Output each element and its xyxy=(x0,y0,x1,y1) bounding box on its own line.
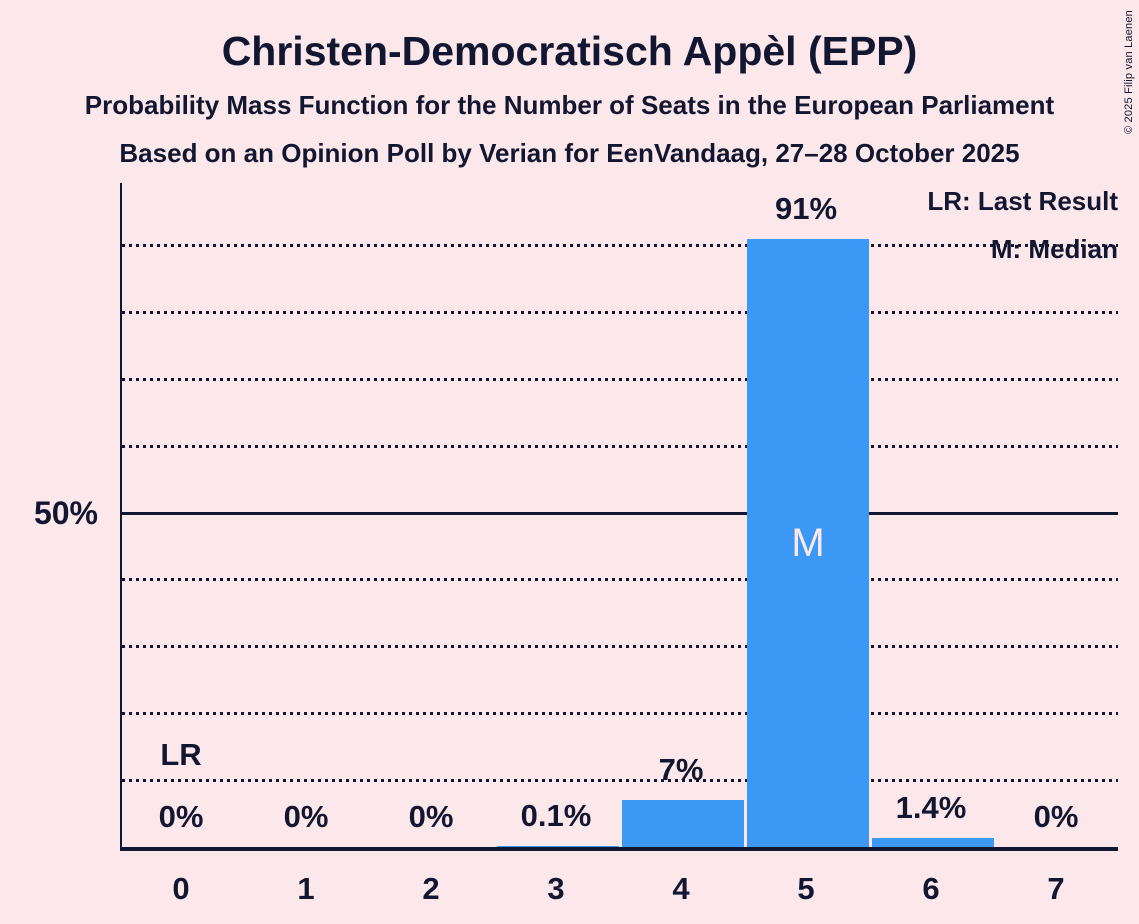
value-label-seats-6: 1.4% xyxy=(895,789,967,825)
x-tick-label-1: 1 xyxy=(297,871,315,906)
x-tick-label-3: 3 xyxy=(547,871,565,906)
bar-seats-4 xyxy=(622,800,744,847)
last-result-marker: LR xyxy=(160,737,202,772)
value-label-seats-7: 0% xyxy=(1033,799,1079,834)
value-label-seats-5: 91% xyxy=(774,191,838,227)
gridline-50-percent-solid xyxy=(122,511,1118,515)
bar-seats-5: M xyxy=(747,239,869,847)
x-tick-label-5: 5 xyxy=(797,871,815,906)
gridline-70-percent xyxy=(122,377,1118,381)
bar-seats-3 xyxy=(497,846,619,847)
legend-last-result: LR: Last Result xyxy=(927,186,1118,216)
gridline-30-percent xyxy=(122,645,1118,649)
x-tick-label-6: 6 xyxy=(922,871,940,906)
value-label-seats-0: 0% xyxy=(158,799,204,834)
median-marker: M xyxy=(791,520,825,565)
x-tick-label-7: 7 xyxy=(1047,871,1065,906)
y-axis-50-percent-label: 50% xyxy=(33,495,98,531)
x-tick-label-2: 2 xyxy=(422,871,440,906)
gridline-10-percent xyxy=(122,778,1118,782)
copyright-note: © 2025 Filip van Laenen xyxy=(1123,10,1135,135)
gridline-60-percent xyxy=(122,444,1118,448)
gridline-40-percent xyxy=(122,578,1118,582)
legend-median: M: Median xyxy=(990,234,1118,264)
chart-subtitle-2: Based on an Opinion Poll by Verian for E… xyxy=(119,138,1020,168)
x-tick-label-0: 0 xyxy=(172,871,190,906)
plot-area: 0% 0 0% 1 0% 2 0.1% 3 7% 4 M 91% 5 1.4% 6 0% 7 LR xyxy=(120,183,1118,906)
gridline-80-percent xyxy=(122,311,1118,315)
chart-subtitle-1: Probability Mass Function for the Number… xyxy=(84,90,1055,120)
bar-seats-6 xyxy=(872,837,994,847)
value-label-seats-3: 0.1% xyxy=(520,798,592,834)
value-label-seats-2: 0% xyxy=(408,799,454,834)
chart-title: Christen-Democratisch Appèl (EPP) xyxy=(221,28,918,74)
gridline-90-percent xyxy=(122,244,1118,248)
value-label-seats-1: 0% xyxy=(283,799,329,834)
gridline-20-percent xyxy=(122,711,1118,715)
x-tick-label-4: 4 xyxy=(672,871,690,906)
value-label-seats-4: 7% xyxy=(658,752,704,788)
